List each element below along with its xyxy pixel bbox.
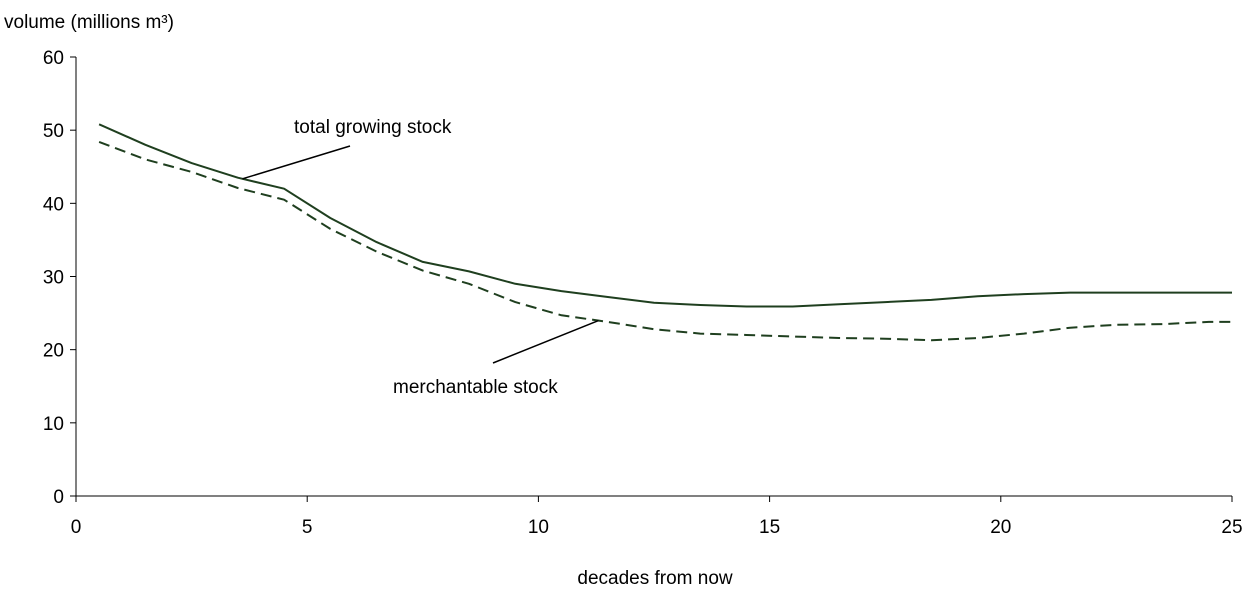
annotation-merchantable-stock: merchantable stock — [393, 377, 558, 398]
y-tick-label: 0 — [53, 487, 64, 508]
y-tick-label: 40 — [43, 194, 64, 215]
y-tick-label: 20 — [43, 341, 64, 362]
annotation-total-growing-stock: total growing stock — [294, 117, 452, 138]
series-line-1 — [98, 140, 1232, 342]
annotation-leader-merchantable-stock — [492, 319, 599, 364]
y-axis-label: volume (millions m³) — [4, 12, 174, 33]
y-axis-ticks: 0 10 20 30 40 50 60 — [43, 48, 76, 508]
series-layer — [98, 123, 1232, 342]
series-line-0 — [98, 123, 1232, 308]
x-tick-label: 20 — [990, 517, 1011, 538]
x-tick-label: 25 — [1221, 517, 1242, 538]
x-tick-label: 15 — [759, 517, 780, 538]
x-tick-label: 5 — [302, 517, 313, 538]
x-tick-label: 10 — [528, 517, 549, 538]
x-tick-label: 0 — [71, 517, 82, 538]
y-tick-label: 50 — [43, 121, 64, 142]
x-axis-ticks: 0 5 10 15 20 25 — [71, 496, 1243, 538]
x-axis-label: decades from now — [577, 568, 733, 589]
annotation-layer: total growing stock merchantable stock — [242, 117, 599, 398]
y-tick-label: 10 — [43, 414, 64, 435]
annotation-leader-total-growing-stock — [242, 145, 351, 180]
y-tick-label: 60 — [43, 48, 64, 69]
y-tick-label: 30 — [43, 268, 64, 289]
